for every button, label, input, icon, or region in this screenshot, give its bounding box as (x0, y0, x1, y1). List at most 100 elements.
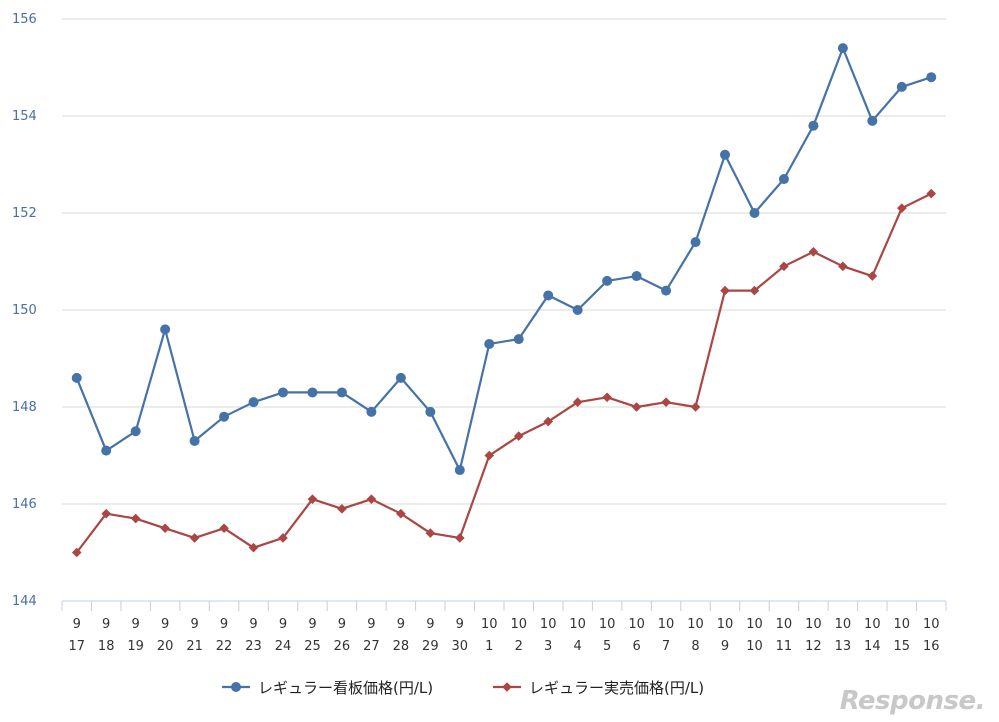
data-point (867, 271, 878, 281)
x-tick-label-day: 3 (544, 639, 552, 654)
response-watermark: Response. (839, 686, 986, 716)
data-point (897, 203, 907, 213)
x-tick-label-day: 5 (603, 639, 611, 654)
data-point (838, 261, 848, 272)
x-tick-label-month: 10 (923, 617, 940, 632)
x-tick-label-day: 29 (422, 639, 439, 654)
x-tick-label-day: 15 (894, 639, 911, 654)
series-line (75, 192, 932, 554)
x-axis: 9179189199209219229239249259269279289299… (61, 600, 947, 654)
x-tick-label-day: 20 (157, 639, 174, 654)
x-tick-label-month: 9 (279, 617, 287, 632)
data-point (661, 397, 671, 407)
data-point (425, 406, 436, 417)
data-point (543, 416, 553, 427)
data-point (101, 445, 112, 456)
data-point (130, 513, 141, 524)
x-tick-label-day: 22 (216, 639, 233, 654)
data-point (366, 494, 377, 504)
x-tick-label-month: 10 (687, 617, 704, 632)
grid-lines (62, 18, 946, 505)
data-point (160, 324, 171, 335)
legend-label: レギュラー実売価格(円/L) (529, 679, 704, 697)
data-point (425, 528, 436, 538)
y-tick-label: 148 (12, 400, 37, 415)
x-tick-label-day: 13 (835, 639, 852, 654)
x-tick-label-month: 10 (628, 617, 645, 632)
x-tick-label-day: 18 (98, 639, 115, 654)
x-tick-label-month: 9 (338, 617, 346, 632)
data-point (278, 387, 288, 398)
x-tick-label-month: 10 (510, 617, 527, 632)
data-point (307, 494, 318, 504)
data-point (572, 305, 583, 315)
data-point (631, 402, 642, 412)
data-point (926, 188, 937, 199)
data-point (219, 411, 230, 422)
series-line (75, 46, 932, 472)
x-tick-label-day: 4 (574, 639, 582, 654)
legend-label: レギュラー看板価格(円/L) (258, 679, 433, 697)
legend-marker (231, 682, 241, 692)
x-tick-label-month: 10 (599, 617, 616, 632)
x-tick-label-month: 10 (864, 617, 881, 632)
x-tick-label-day: 25 (304, 639, 321, 654)
x-tick-label-month: 9 (249, 617, 257, 632)
x-tick-label-day: 28 (393, 639, 410, 654)
data-point (513, 431, 524, 441)
x-tick-label-day: 24 (275, 639, 292, 654)
x-tick-label-month: 9 (426, 617, 434, 632)
legend-item: レギュラー看板価格(円/L) (222, 679, 433, 697)
data-point (455, 533, 465, 543)
x-tick-label-month: 9 (397, 617, 405, 632)
data-point (219, 523, 229, 534)
data-point (307, 387, 318, 398)
data-point (130, 426, 141, 437)
x-tick-label-day: 26 (334, 639, 351, 654)
x-tick-label-day: 16 (923, 639, 940, 654)
data-point (779, 261, 789, 272)
data-point (71, 547, 82, 558)
x-tick-label-day: 11 (776, 639, 793, 654)
x-tick-label-month: 10 (481, 617, 498, 632)
data-point (396, 508, 406, 519)
data-point (867, 115, 878, 126)
data-point (631, 271, 642, 282)
series-layer (71, 43, 937, 558)
data-point (395, 372, 406, 383)
data-point (248, 542, 259, 553)
y-tick-label: 152 (12, 206, 37, 221)
x-tick-label-month: 9 (190, 617, 198, 632)
y-tick-label: 146 (12, 497, 37, 512)
x-tick-label-month: 10 (805, 617, 822, 632)
x-tick-label-month: 9 (456, 617, 464, 632)
data-point (896, 81, 907, 92)
x-tick-label-month: 9 (161, 617, 169, 632)
x-tick-label-month: 9 (367, 617, 375, 632)
data-point (749, 285, 760, 296)
data-point (189, 533, 200, 543)
data-point (602, 392, 612, 403)
x-tick-label-day: 14 (864, 639, 881, 654)
data-point (484, 450, 495, 461)
x-tick-label-month: 10 (894, 617, 911, 632)
x-tick-label-month: 10 (835, 617, 852, 632)
legend-marker (502, 682, 512, 692)
y-tick-label: 144 (12, 594, 37, 609)
y-tick-label: 156 (12, 12, 37, 27)
x-tick-label-month: 9 (308, 617, 316, 632)
data-point (602, 275, 613, 286)
x-tick-label-month: 10 (658, 617, 675, 632)
series-1 (71, 43, 937, 476)
data-point (749, 208, 760, 218)
data-point (484, 338, 495, 349)
legend: レギュラー看板価格(円/L) レギュラー実売価格(円/L) (222, 679, 704, 697)
x-tick-label-day: 2 (515, 639, 523, 654)
x-tick-label-month: 9 (132, 617, 140, 632)
data-point (543, 290, 554, 301)
data-point (160, 523, 170, 534)
x-tick-label-month: 10 (569, 617, 586, 632)
x-tick-label-month: 10 (717, 617, 734, 632)
data-point (720, 149, 730, 160)
